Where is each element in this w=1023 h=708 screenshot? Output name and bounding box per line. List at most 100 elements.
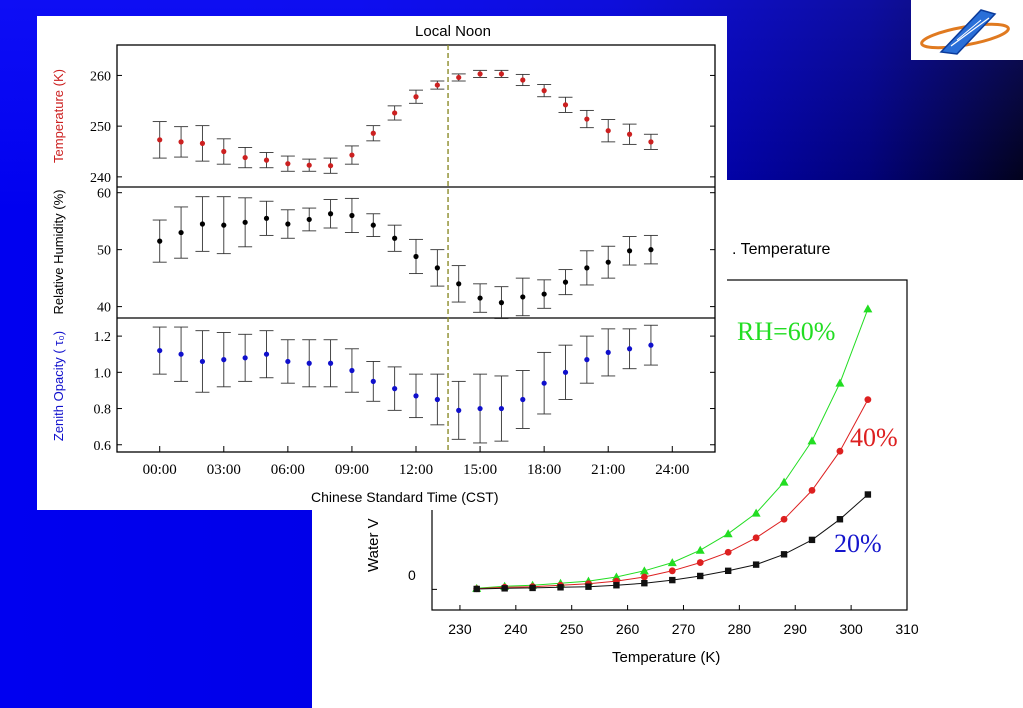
humidity-point [370,222,376,228]
temperature-point [541,88,547,94]
temperature-point [477,71,483,77]
front-chart-xlabel: Chinese Standard Time (CST) [311,489,499,505]
front-xtick-label: 24:00 [655,462,689,478]
rh40-point [752,534,760,542]
temperature-point [520,77,526,83]
satellite-logo-icon [920,9,1010,55]
opacity-point [413,393,419,399]
front-xtick-label: 03:00 [207,462,241,478]
rh40-point [808,486,816,494]
humidity-point [178,229,184,236]
rh20-point [780,551,788,558]
humidity-point [626,248,633,254]
front-xtick-label: 09:00 [335,462,369,478]
opacity-point [221,357,227,363]
opacity-point [349,367,355,374]
diurnal-chart: Local Noon Temperature (K) Relative Humi… [51,23,716,505]
rh60-point [863,304,873,313]
opacity-point [242,355,248,361]
temperature-point [413,94,419,100]
back-xtick-label: 230 [448,621,472,637]
rh20-point [557,584,564,591]
back-chart-xlabel: Temperature (K) [612,649,720,666]
rh60-point [611,572,621,581]
temperature-point [562,102,569,108]
temperature-point [498,71,505,77]
opacity-ytick-label: 0.6 [94,439,112,454]
back-x-ticks: 230 240 250 260 270 280 290 300 310 [432,588,919,637]
front-xtick-label: 15:00 [463,462,497,478]
opacity-point [605,349,611,356]
opacity-point [456,407,462,413]
temperature-point [242,154,248,161]
temperature-point [392,110,398,116]
rh20-label: 20% [834,529,882,558]
front-chart-title: Local Noon [415,23,491,40]
temperature-ytick-label: 260 [90,69,111,84]
rh20-point [808,536,816,544]
temperature-point [199,140,206,146]
front-x-ticks: 00:00 03:00 06:00 09:00 12:00 15:00 18:00 21:00… [143,446,689,478]
rh20-point [724,567,732,575]
front-y-ticks: 240 250 260 40 50 60 0.6 0.8 1.0 1.2 [90,69,715,454]
rh60-point [807,436,817,445]
opacity-ytick-label: 1.0 [94,366,112,381]
temperature-point [605,128,611,134]
rh60-point [751,508,761,517]
front-xtick-label: 06:00 [271,462,305,478]
temperature-point [263,157,270,163]
back-series-group [472,304,873,593]
opacity-point [477,405,483,412]
rh20-point [864,491,872,498]
opacity-point [562,369,569,375]
back-xtick-label: 250 [560,621,584,637]
humidity-point [498,300,505,306]
temperature-point [349,152,355,158]
temperature-point [456,74,462,81]
rh20-point [529,584,536,592]
opacity-point [392,386,398,392]
humidity-point [477,295,483,301]
humidity-point [327,211,334,217]
rh40-point [780,515,788,523]
opacity-ylabel: Zenith Opacity ( τ₀) [51,331,66,441]
back-xtick-label: 270 [672,621,696,637]
rh20-point [836,516,844,523]
humidity-point [392,235,398,241]
opacity-point [306,360,312,366]
humidity-point [605,259,611,265]
front-xtick-label: 12:00 [399,462,433,478]
opacity-point [199,358,206,365]
front-xtick-label: 21:00 [591,462,625,478]
opacity-point [541,380,547,386]
rh60-point [779,477,789,486]
humidity-ylabel: Relative Humidity (%) [51,190,66,315]
front-xtick-label: 18:00 [527,462,561,478]
humidity-point [263,215,270,221]
humidity-point [349,212,355,219]
humidity-point [562,279,569,285]
temperature-point [370,130,376,136]
back-xtick-label: 240 [504,621,528,637]
humidity-point [413,253,419,260]
front-data-points [152,69,658,444]
temperature-ytick-label: 240 [90,171,111,186]
back-xtick-label: 300 [839,621,863,637]
rh60-point [639,566,649,575]
humidity-point [520,294,526,300]
back-y-tick-0: 0 [408,567,416,583]
temperature-point [157,137,163,143]
rh40-point [864,396,872,404]
rh40-point [640,573,648,581]
humidity-point [456,281,462,287]
humidity-point [285,221,291,227]
rh20-point [697,572,704,580]
opacity-point [498,405,505,412]
humidity-point [541,291,547,297]
rh40-point [724,548,732,556]
opacity-point [263,351,270,357]
humidity-ytick-label: 40 [97,301,111,316]
humidity-point [221,222,227,228]
opacity-point [157,347,163,354]
temperature-point [648,139,654,145]
